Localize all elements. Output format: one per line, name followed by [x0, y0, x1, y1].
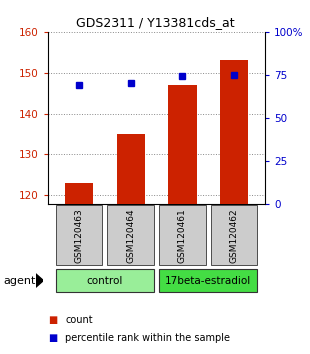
Bar [211, 205, 257, 266]
Bar [117, 134, 145, 204]
Text: GSM120462: GSM120462 [229, 208, 239, 263]
Bar [108, 205, 154, 266]
Bar [159, 269, 257, 292]
Text: control: control [87, 275, 123, 286]
Text: count: count [65, 315, 93, 325]
Bar [159, 205, 206, 266]
Text: GSM120461: GSM120461 [178, 208, 187, 263]
Text: GDS2311 / Y13381cds_at: GDS2311 / Y13381cds_at [76, 16, 234, 29]
Bar [56, 269, 154, 292]
Text: 17beta-estradiol: 17beta-estradiol [165, 275, 251, 286]
Text: ■: ■ [48, 315, 57, 325]
Bar [65, 183, 93, 204]
Text: GSM120464: GSM120464 [126, 208, 135, 263]
Text: percentile rank within the sample: percentile rank within the sample [65, 333, 230, 343]
Bar [56, 205, 102, 266]
Text: GSM120463: GSM120463 [74, 208, 84, 263]
Bar [220, 61, 248, 204]
Polygon shape [36, 274, 43, 287]
Bar [168, 85, 197, 204]
Text: ■: ■ [48, 333, 57, 343]
Text: agent: agent [3, 275, 35, 286]
